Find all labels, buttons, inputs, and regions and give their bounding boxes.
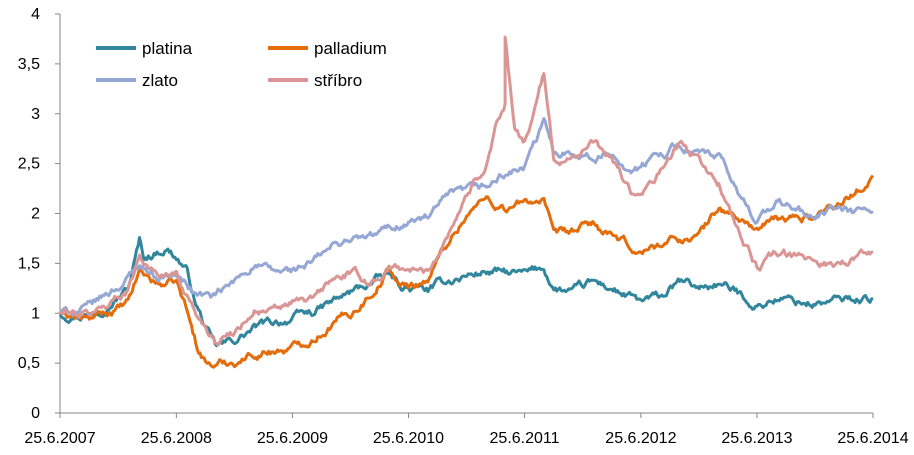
- y-tick-label: 4: [31, 6, 40, 23]
- legend-label: stříbro: [314, 71, 362, 90]
- x-tick-label: 25.6.2013: [721, 430, 792, 447]
- x-tick-label: 25.6.2010: [373, 430, 444, 447]
- y-tick-label: 1,5: [18, 255, 40, 272]
- x-tick-label: 25.6.2012: [605, 430, 676, 447]
- series-lines: [58, 35, 875, 369]
- y-tick-label: 0,5: [18, 355, 40, 372]
- x-tick-label: 25.6.2009: [257, 430, 328, 447]
- y-tick-label: 2,5: [18, 156, 40, 173]
- y-tick-label: 3,5: [18, 56, 40, 73]
- axes: 0 0,5 1 1,5 2 2,5 3 3,5 4 25.6.2007 25.6.2008 25.6.…: [18, 6, 909, 447]
- y-tick-label: 2: [31, 206, 40, 223]
- x-tick-label: 25.6.2014: [837, 430, 908, 447]
- series-line-4: [59, 35, 874, 347]
- legend-label: zlato: [142, 71, 178, 90]
- x-tick-label: 25.6.2008: [141, 430, 212, 447]
- legend: platina palladium zlato stříbro: [96, 39, 387, 90]
- series-line-2: [58, 174, 875, 369]
- x-tick-label: 25.6.2011: [490, 430, 560, 447]
- y-tick-label: 3: [31, 106, 40, 123]
- legend-label: platina: [142, 39, 193, 58]
- y-tick-label: 1: [31, 305, 40, 322]
- x-tick-label: 25.6.2007: [24, 430, 95, 447]
- series-line-1: [58, 236, 874, 348]
- y-tick-label: 0: [31, 405, 40, 422]
- series-line-3: [58, 117, 874, 317]
- legend-label: palladium: [314, 39, 387, 58]
